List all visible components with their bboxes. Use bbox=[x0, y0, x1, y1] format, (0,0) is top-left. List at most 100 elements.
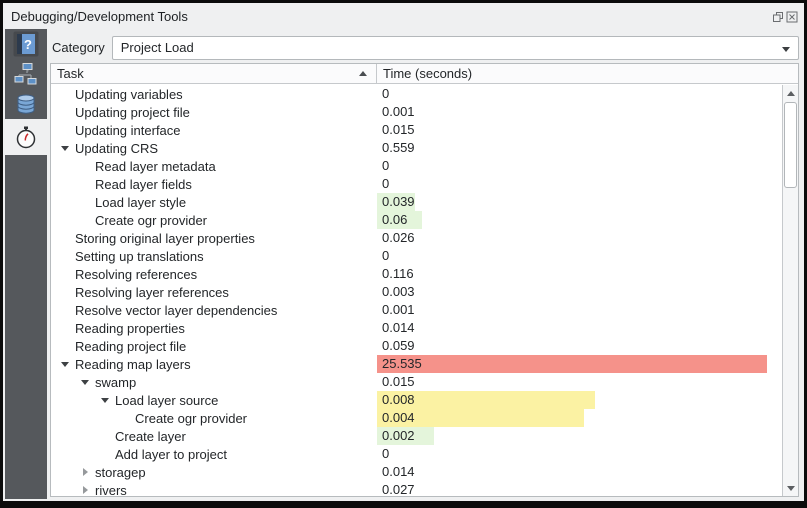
table-row[interactable]: Create layer 0.002 bbox=[51, 427, 782, 445]
table-body: Updating variables 0 Updating project fi… bbox=[51, 85, 782, 496]
time-value: 0.116 bbox=[377, 265, 782, 283]
task-label: Add layer to project bbox=[115, 447, 227, 462]
expander-icon[interactable] bbox=[95, 391, 115, 409]
expander-icon bbox=[55, 229, 75, 247]
dock-sidebar: ? bbox=[5, 29, 47, 499]
table-row[interactable]: Updating CRS 0.559 bbox=[51, 139, 782, 157]
table-row[interactable]: Reading properties 0.014 bbox=[51, 319, 782, 337]
expander-icon bbox=[55, 103, 75, 121]
sort-asc-icon bbox=[359, 71, 367, 76]
time-value: 0.001 bbox=[377, 301, 782, 319]
expander-icon[interactable] bbox=[75, 373, 95, 391]
svg-text:?: ? bbox=[24, 37, 32, 52]
table-row[interactable]: Storing original layer properties 0.026 bbox=[51, 229, 782, 247]
task-label: Read layer fields bbox=[95, 177, 192, 192]
column-header-time[interactable]: Time (seconds) bbox=[377, 64, 798, 83]
table-row[interactable]: Load layer style 0.039 bbox=[51, 193, 782, 211]
task-label: Load layer style bbox=[95, 195, 186, 210]
sidebar-tab-profiler[interactable] bbox=[5, 119, 47, 155]
close-button[interactable] bbox=[786, 11, 798, 23]
time-column-label: Time (seconds) bbox=[383, 66, 472, 81]
stopwatch-icon bbox=[13, 124, 39, 150]
scrollbar-thumb[interactable] bbox=[784, 102, 797, 188]
table-row[interactable]: Updating variables 0 bbox=[51, 85, 782, 103]
table-row[interactable]: Resolving references 0.116 bbox=[51, 265, 782, 283]
expander-icon[interactable] bbox=[55, 355, 75, 373]
expander-icon bbox=[95, 427, 115, 445]
time-value: 0.039 bbox=[377, 193, 782, 211]
task-label: Create layer bbox=[115, 429, 186, 444]
task-label: Create ogr provider bbox=[135, 411, 247, 426]
expander-icon bbox=[75, 157, 95, 175]
vertical-scrollbar[interactable] bbox=[782, 85, 798, 496]
expander-icon bbox=[55, 319, 75, 337]
time-value: 0.008 bbox=[377, 391, 782, 409]
time-value: 0.003 bbox=[377, 283, 782, 301]
task-label: Updating variables bbox=[75, 87, 183, 102]
expander-icon bbox=[75, 211, 95, 229]
task-label: Storing original layer properties bbox=[75, 231, 255, 246]
task-label: Updating project file bbox=[75, 105, 190, 120]
table-row[interactable]: Create ogr provider 0.06 bbox=[51, 211, 782, 229]
table-row[interactable]: Resolve vector layer dependencies 0.001 bbox=[51, 301, 782, 319]
expander-icon bbox=[95, 445, 115, 463]
expander-icon bbox=[55, 337, 75, 355]
table-row[interactable]: Create ogr provider 0.004 bbox=[51, 409, 782, 427]
table-row[interactable]: swamp 0.015 bbox=[51, 373, 782, 391]
time-value: 0.015 bbox=[377, 373, 782, 391]
time-value: 0.014 bbox=[377, 319, 782, 337]
expander-icon[interactable] bbox=[75, 481, 95, 496]
sidebar-tab-database[interactable] bbox=[5, 89, 47, 119]
table-row[interactable]: Reading map layers 25.535 bbox=[51, 355, 782, 373]
scroll-up-button[interactable] bbox=[783, 86, 798, 100]
panel-title: Debugging/Development Tools bbox=[11, 9, 188, 24]
task-label: rivers bbox=[95, 483, 127, 497]
scroll-down-button[interactable] bbox=[783, 481, 798, 495]
titlebar: Debugging/Development Tools bbox=[3, 3, 804, 29]
profiler-content: Category Project Load Task Time (seconds… bbox=[49, 29, 802, 499]
table-row[interactable]: Load layer source 0.008 bbox=[51, 391, 782, 409]
category-label: Category bbox=[52, 40, 112, 55]
sidebar-tab-network[interactable] bbox=[5, 59, 47, 89]
table-row[interactable]: Setting up translations 0 bbox=[51, 247, 782, 265]
task-label: Reading project file bbox=[75, 339, 186, 354]
expander-icon[interactable] bbox=[55, 139, 75, 157]
help-book-icon: ? bbox=[13, 31, 39, 57]
category-dropdown[interactable]: Project Load bbox=[112, 36, 799, 60]
profiler-table: Task Time (seconds) Updating variables 0… bbox=[50, 63, 799, 497]
table-row[interactable]: rivers 0.027 bbox=[51, 481, 782, 496]
column-header-task[interactable]: Task bbox=[51, 64, 377, 83]
debugging-tools-panel: Debugging/Development Tools bbox=[3, 3, 804, 501]
task-label: Resolving layer references bbox=[75, 285, 229, 300]
expander-icon bbox=[55, 283, 75, 301]
float-button[interactable] bbox=[772, 11, 784, 23]
task-label: Reading properties bbox=[75, 321, 185, 336]
table-row[interactable]: Read layer metadata 0 bbox=[51, 157, 782, 175]
network-icon bbox=[14, 62, 38, 86]
close-icon bbox=[786, 11, 798, 23]
category-row: Category Project Load bbox=[52, 35, 799, 60]
task-label: Resolving references bbox=[75, 267, 197, 282]
time-value: 25.535 bbox=[377, 355, 782, 373]
time-value: 0.06 bbox=[377, 211, 782, 229]
table-row[interactable]: Read layer fields 0 bbox=[51, 175, 782, 193]
time-value: 0.027 bbox=[377, 481, 782, 496]
time-value: 0 bbox=[377, 175, 782, 193]
table-row[interactable]: Updating project file 0.001 bbox=[51, 103, 782, 121]
time-value: 0.001 bbox=[377, 103, 782, 121]
expander-icon[interactable] bbox=[75, 463, 95, 481]
task-label: swamp bbox=[95, 375, 136, 390]
table-row[interactable]: Resolving layer references 0.003 bbox=[51, 283, 782, 301]
expander-icon bbox=[55, 85, 75, 103]
table-row[interactable]: Reading project file 0.059 bbox=[51, 337, 782, 355]
sidebar-tab-help[interactable]: ? bbox=[5, 29, 47, 59]
time-value: 0 bbox=[377, 445, 782, 463]
chevron-down-icon bbox=[782, 47, 790, 52]
task-label: Setting up translations bbox=[75, 249, 204, 264]
table-row[interactable]: Updating interface 0.015 bbox=[51, 121, 782, 139]
table-row[interactable]: storagep 0.014 bbox=[51, 463, 782, 481]
expander-icon bbox=[75, 175, 95, 193]
task-label: Resolve vector layer dependencies bbox=[75, 303, 277, 318]
expander-icon bbox=[55, 121, 75, 139]
table-row[interactable]: Add layer to project 0 bbox=[51, 445, 782, 463]
